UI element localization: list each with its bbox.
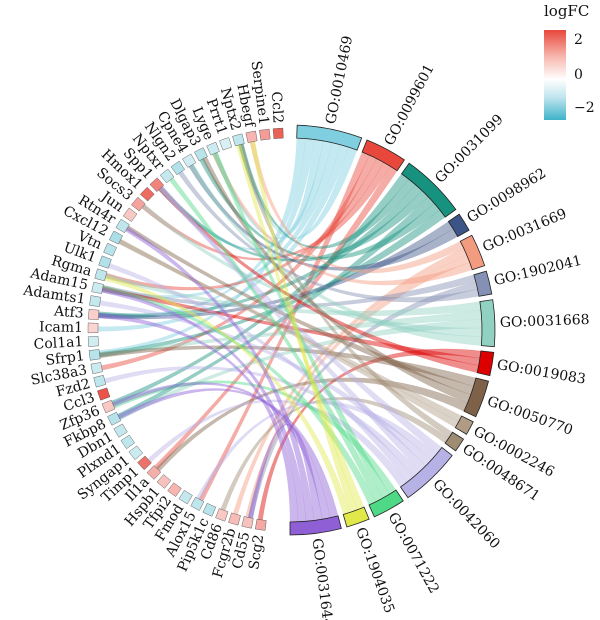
gene-block-icam1 [87,322,99,334]
gene-block-sfrp1 [88,349,101,361]
gene-block-rtn4r [115,218,130,233]
term-block-go-0019083 [476,350,495,377]
term-label: GO:0050770 [485,393,575,438]
gene-block-pip5k1c [202,502,217,517]
term-block-go-0031099 [401,162,457,218]
gene-block-vtn [103,242,117,257]
term-block-go-0099601 [361,139,405,172]
term-block-go-0042060 [399,446,453,499]
gene-block-ccl3 [97,387,111,401]
gene-block-adamts1 [89,295,102,307]
gene-block-scg2 [255,518,267,531]
gene-block-hspb1 [156,474,172,489]
term-label: GO:0031644 [309,537,336,620]
gene-label: Icam1 [39,319,83,335]
gene-block-serpine1 [259,128,271,141]
gene-block-jun [122,207,138,222]
term-label: GO:0031668 [500,312,590,331]
gene-block-fmod [178,490,193,505]
gene-block-hmox1 [140,186,155,202]
gene-block-cxcl12 [109,230,123,245]
gene-label: Ccl2 [268,91,286,124]
term-label: GO:0031099 [432,112,507,187]
gene-block-prrt1 [219,137,233,151]
gene-block-col1a1 [87,336,99,347]
gene-block-cd86 [215,508,229,522]
logfc-legend: logFC 2 0 −2 [538,2,598,132]
gene-block-syngap1 [128,445,143,460]
gene-block-il1a [146,465,162,480]
term-label: GO:0042060 [429,476,503,552]
gene-block-socs3 [131,196,146,212]
gene-block-fcgr2b [228,512,241,526]
gene-block-tfpi2 [167,482,182,497]
gene-block-timp1 [137,455,152,471]
term-block-go-0071222 [368,489,404,518]
term-block-go-0098962 [447,213,470,238]
gene-block-fkbp8 [107,411,122,426]
term-block-go-0048671 [444,431,465,452]
gene-block-dbn1 [113,423,128,438]
gene-label: Sfrp1 [45,348,86,369]
gene-blocks [87,127,284,531]
gene-block-nptxr [159,168,175,184]
gene-label: Cd55 [230,530,254,570]
gene-block-rgma [94,268,108,282]
term-label: GO:1902041 [492,253,583,289]
term-block-go-0010469 [296,124,363,151]
legend-title: logFC [544,2,590,20]
gene-block-slc38a3 [90,362,103,375]
legend-tick-high: 2 [574,32,583,48]
gene-block-ccl2 [272,127,284,139]
gene-block-fzd2 [93,375,107,388]
gene-block-cpne4 [182,153,197,168]
legend-tick-mid: 0 [574,67,583,83]
term-block-go-1902041 [473,270,493,297]
gene-block-alox15 [190,496,205,511]
gene-label: Atf3 [53,303,85,321]
gene-block-zfp36 [101,399,116,414]
gene-block-dlgap3 [194,147,208,162]
term-blocks [289,124,496,536]
gene-block-cd55 [241,516,254,529]
gene-block-spp1 [149,177,165,192]
term-label: GO:0099601 [382,62,438,149]
term-label: GO:0010469 [323,34,356,125]
gene-labels: Ccl2Serpine1HbegfNptx2Prrt1LygeDlgap3Cpn… [21,60,285,580]
gene-block-atf3 [88,308,100,320]
term-label: GO:0031669 [480,206,569,256]
legend-tick-low: −2 [574,100,595,116]
gene-block-nptx2 [232,133,245,147]
term-block-go-0050770 [463,377,489,418]
gene-block-plxnd1 [120,434,135,450]
gene-label: Scg2 [246,534,267,571]
legend-color-bar [544,30,566,120]
term-label: GO:0019083 [496,357,587,388]
term-label: GO:0071222 [385,510,442,596]
term-block-go-0031644 [289,515,342,536]
gene-block-nlgn2 [170,160,185,176]
term-block-go-0031668 [479,299,496,348]
term-label: GO:1904035 [352,525,397,615]
gene-block-hbegf [245,130,258,143]
gene-block-ulk1 [98,255,112,269]
term-block-go-0031669 [459,234,486,271]
term-block-go-0002246 [454,415,474,435]
term-block-go-1904035 [342,506,370,528]
chord-ribbons [97,137,483,523]
gene-block-lyge [206,141,220,156]
gene-label: Col1a1 [33,334,84,353]
gene-block-adam15 [91,281,104,294]
